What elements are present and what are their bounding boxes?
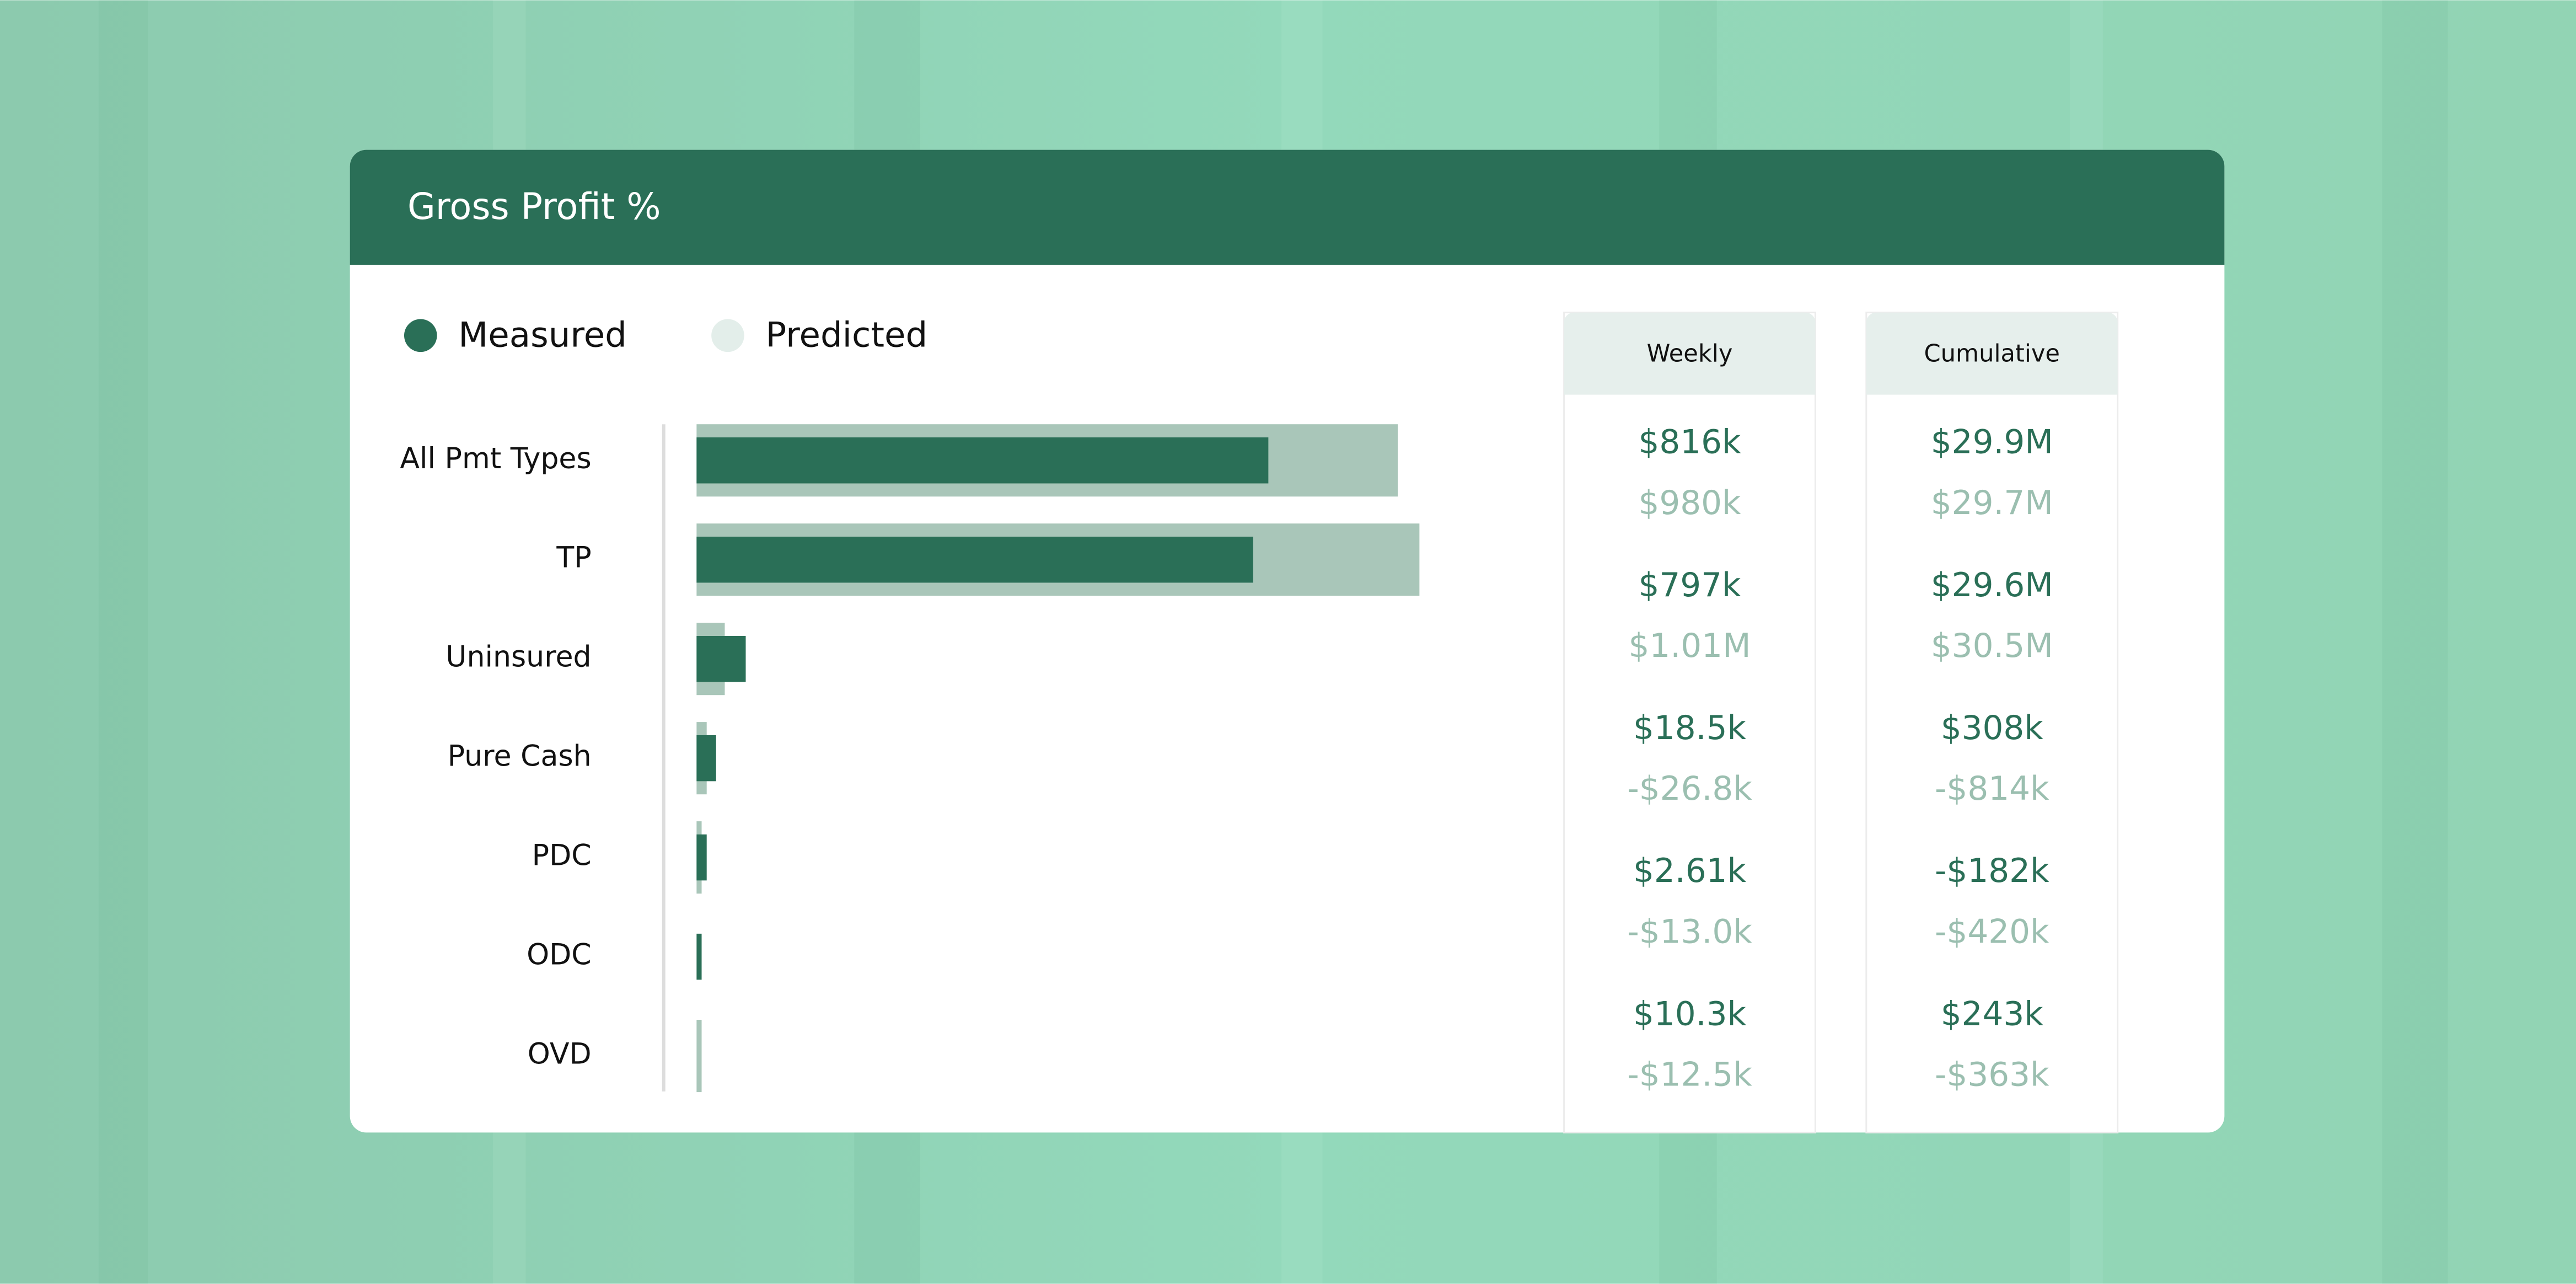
predicted-value: -$420k (1935, 913, 2049, 951)
category-label: OVD (528, 1038, 592, 1071)
legend-swatch (404, 319, 437, 352)
table-column (1865, 312, 2119, 1133)
measured-value: $816k (1638, 424, 1741, 462)
measured-bar (696, 635, 746, 682)
category-label: Pure Cash (448, 740, 592, 773)
card-header (350, 149, 2225, 265)
category-label: PDC (532, 839, 592, 873)
predicted-value: $30.5M (1931, 627, 2053, 665)
table-header (1866, 312, 2118, 395)
measured-value: $10.3k (1633, 995, 1747, 1033)
predicted-value: $1.01M (1629, 627, 1751, 665)
predicted-bar (696, 1020, 702, 1093)
measured-value: $29.6M (1931, 566, 2053, 604)
category-label: All Pmt Types (400, 442, 591, 475)
category-label: TP (556, 542, 591, 575)
measured-bar (696, 437, 1269, 484)
predicted-value: $29.7M (1931, 484, 2053, 522)
measured-bar (696, 834, 707, 881)
predicted-value: $980k (1638, 484, 1741, 522)
predicted-value: -$13.0k (1627, 913, 1752, 951)
measured-value: -$182k (1935, 852, 2049, 890)
table-column (1563, 312, 1816, 1133)
measured-value: $29.9M (1931, 424, 2053, 462)
predicted-value: -$363k (1935, 1056, 2049, 1094)
measured-bar (696, 537, 1253, 583)
table-header (1564, 312, 1816, 395)
measured-value: $2.61k (1633, 852, 1747, 890)
measured-value: $18.5k (1633, 709, 1747, 747)
column-header: Cumulative (1924, 340, 2060, 368)
column-header: Weekly (1647, 340, 1733, 368)
predicted-value: -$12.5k (1627, 1056, 1752, 1094)
predicted-value: -$26.8k (1627, 770, 1752, 808)
category-label: ODC (527, 939, 592, 972)
legend-swatch (711, 319, 744, 352)
legend-label: Measured (458, 314, 627, 355)
legend-label: Predicted (765, 314, 927, 355)
measured-bar (696, 933, 702, 980)
predicted-value: -$814k (1935, 770, 2049, 808)
category-label: Uninsured (446, 641, 591, 674)
measured-value: $797k (1638, 566, 1741, 604)
chart-title: Gross Profit % (407, 186, 661, 228)
measured-bar (696, 735, 716, 782)
measured-value: $308k (1941, 709, 2044, 747)
measured-value: $243k (1941, 995, 2044, 1033)
